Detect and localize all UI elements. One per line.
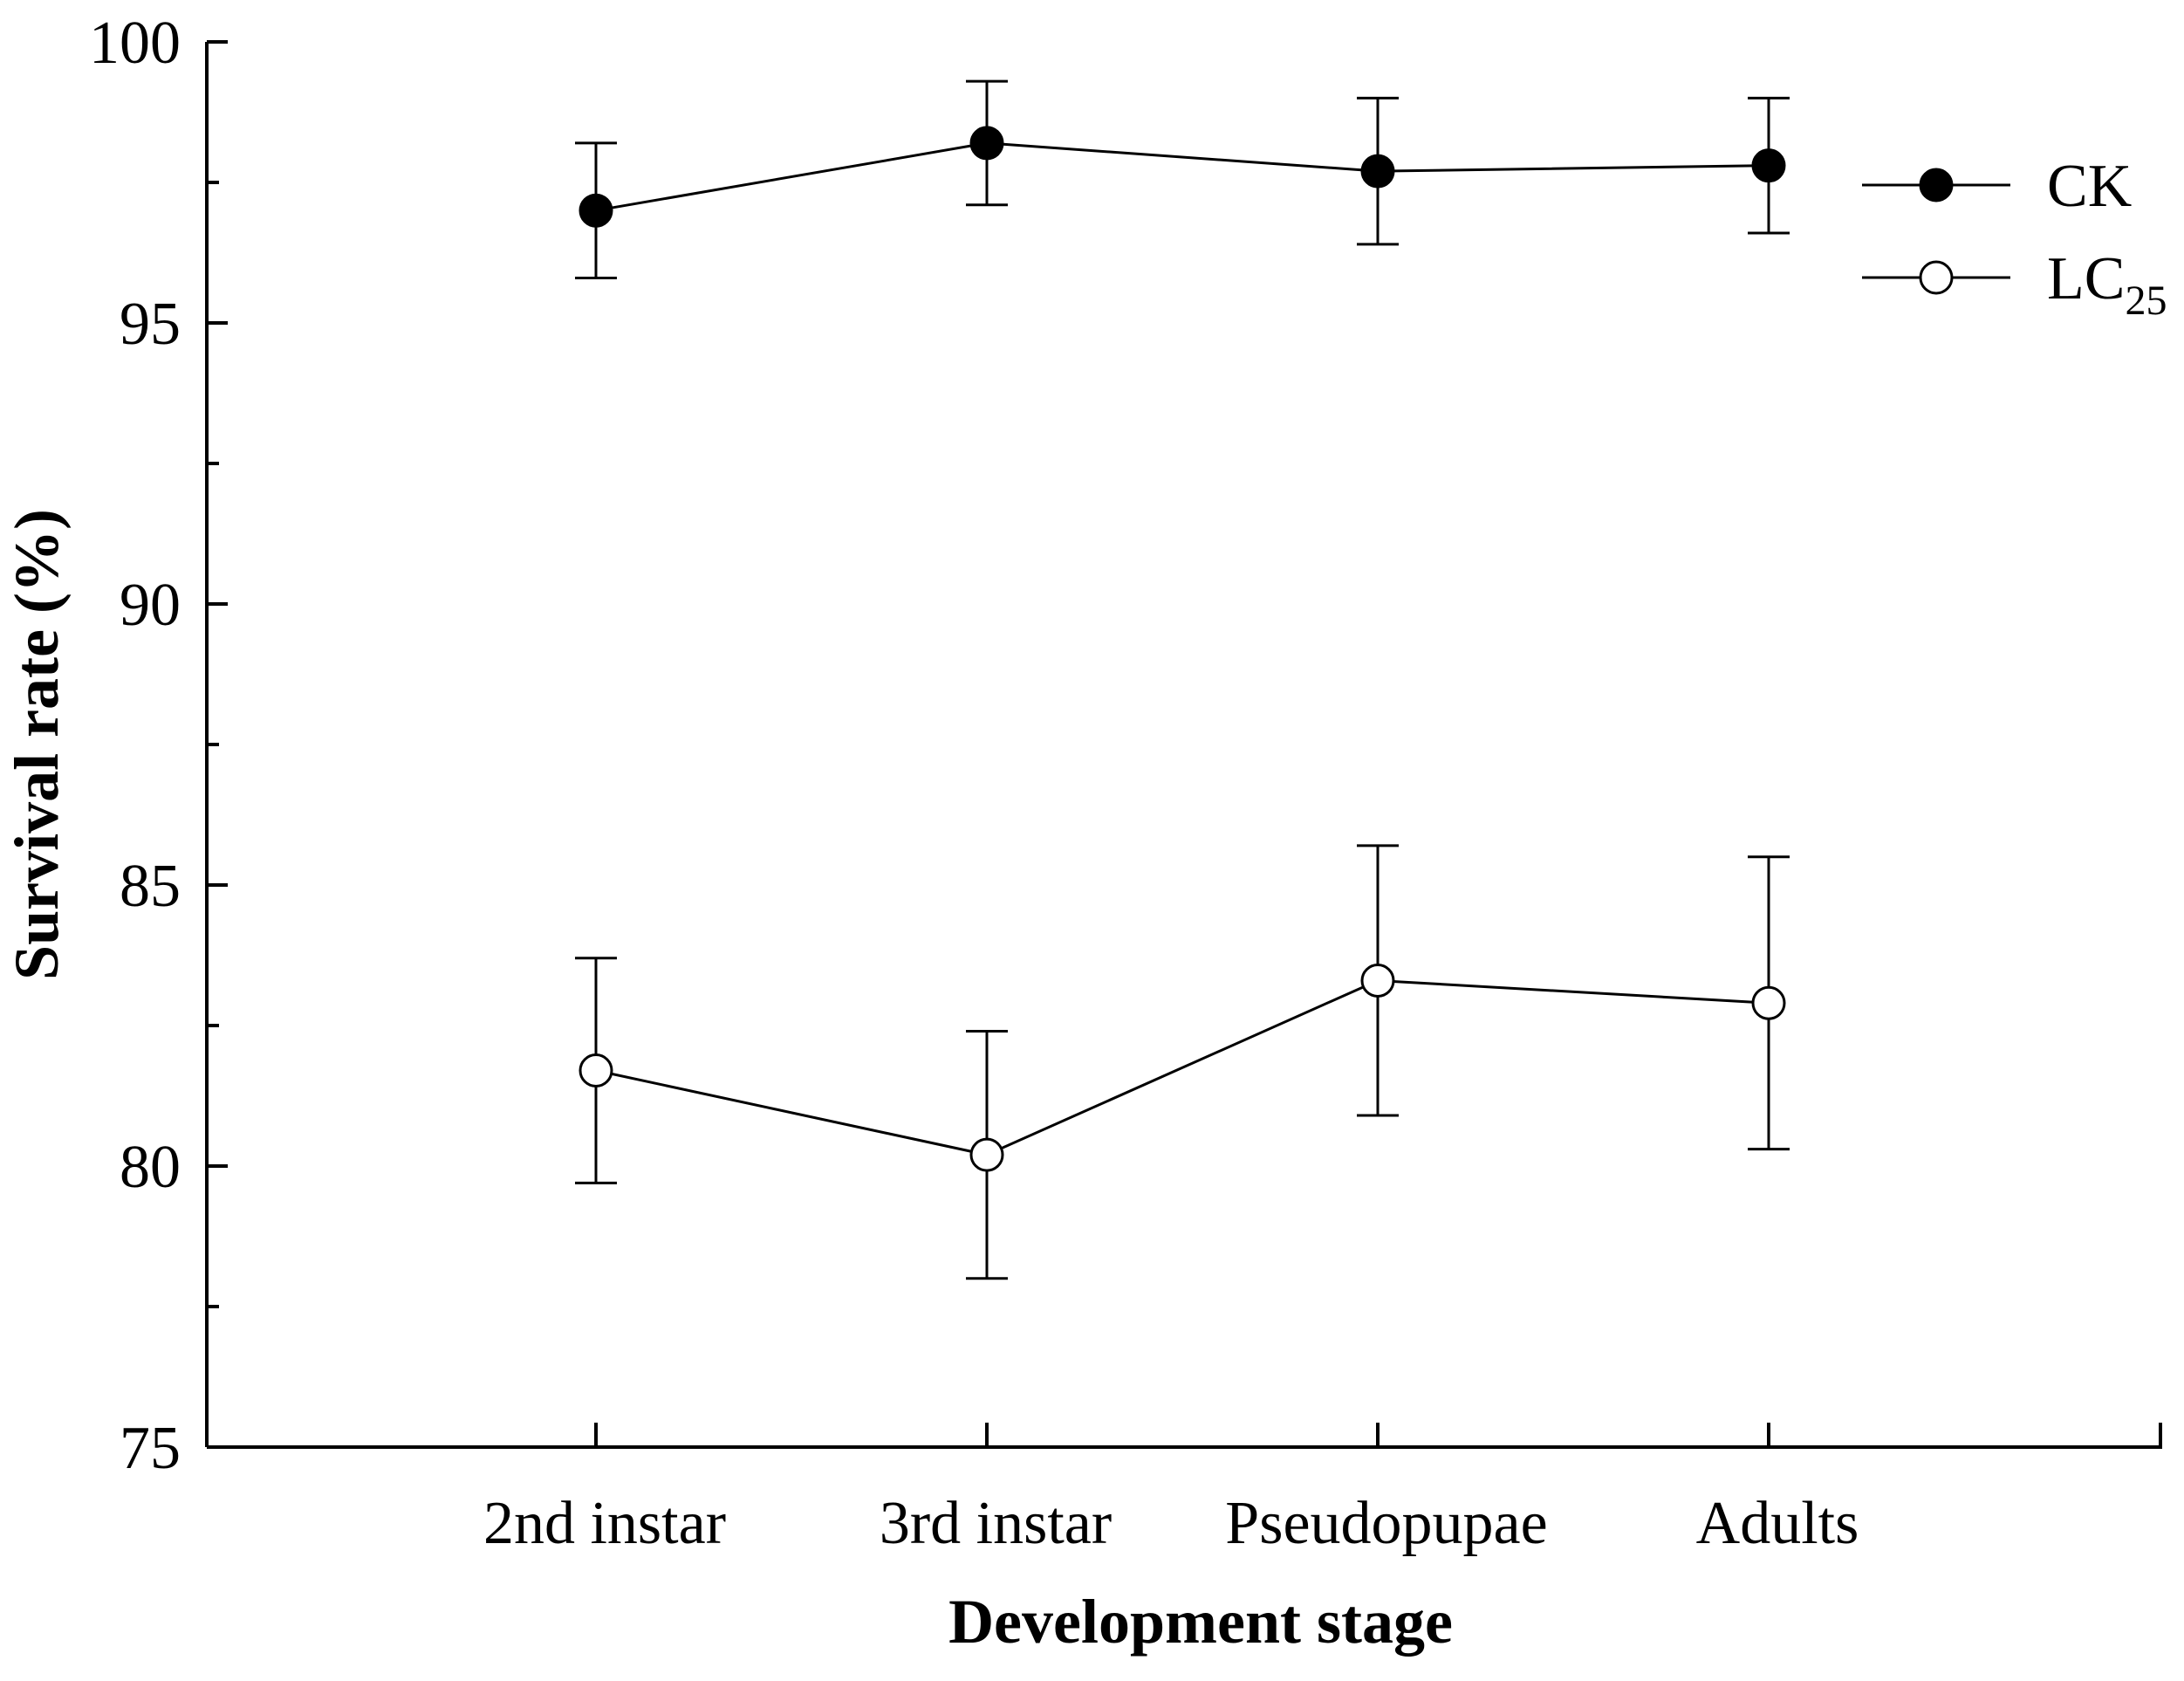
x-axis-title: Development stage <box>948 1587 1453 1657</box>
x-ticks: 2nd instar 3rd instar Pseudopupae Adults <box>483 1423 1859 1557</box>
data-point <box>579 1053 613 1088</box>
y-tick-label: 80 <box>120 1134 181 1201</box>
y-ticks: 75 80 85 90 95 100 <box>89 10 228 1482</box>
legend-marker <box>1919 168 1954 202</box>
series-line <box>595 141 1770 212</box>
x-tick-label: Pseudopupae <box>1225 1490 1547 1557</box>
legend-label-subscript: 25 <box>2125 278 2167 324</box>
legend-label: LC25 <box>2047 245 2167 324</box>
data-point <box>1360 154 1395 189</box>
legend-marker <box>1919 260 1954 295</box>
data-point <box>1360 963 1395 998</box>
y-tick-label: 90 <box>120 572 181 639</box>
data-point <box>1751 148 1786 183</box>
y-axis-title: Survival rate (%) <box>2 509 72 980</box>
series-layer <box>575 79 1790 1280</box>
x-tick-label: Adults <box>1696 1490 1859 1557</box>
data-point <box>1751 985 1786 1020</box>
data-point <box>969 126 1004 161</box>
data-point <box>969 1137 1004 1172</box>
x-tick-label: 2nd instar <box>483 1490 726 1557</box>
legend: CK LC25 <box>1862 153 2167 324</box>
y-tick-label: 85 <box>120 853 181 920</box>
series-line <box>595 978 1770 1156</box>
y-tick-label: 95 <box>120 291 181 358</box>
y-tick-label: 100 <box>89 10 181 77</box>
x-tick-label: 3rd instar <box>880 1490 1112 1557</box>
axes <box>205 42 2162 1449</box>
legend-label: CK <box>2047 153 2132 220</box>
data-point <box>579 193 613 228</box>
y-tick-label: 75 <box>120 1415 181 1482</box>
